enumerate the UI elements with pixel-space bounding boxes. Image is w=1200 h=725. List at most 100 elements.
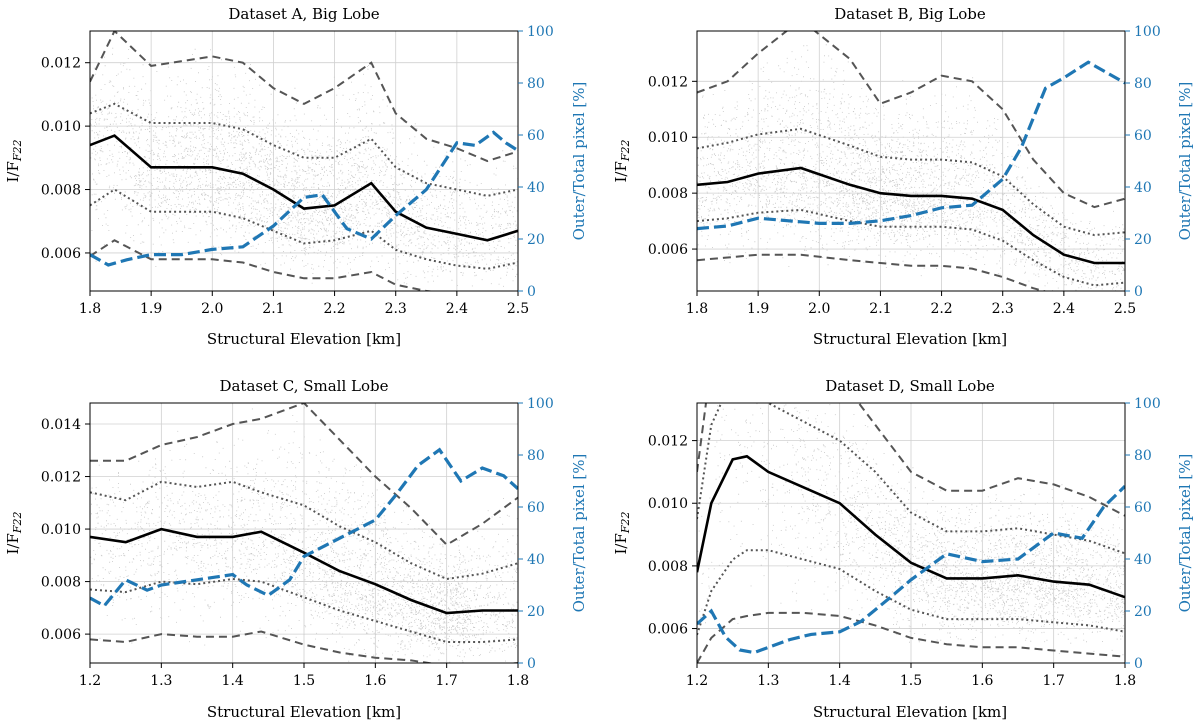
x-tick-label: 1.8 — [686, 301, 708, 317]
x-tick-label: 1.9 — [140, 301, 162, 317]
panel-a-xlabel: Structural Elevation [km] — [207, 330, 401, 348]
x-tick-label: 1.8 — [1114, 673, 1136, 689]
panel-c-xlabel: Structural Elevation [km] — [207, 703, 401, 721]
y2-tick-label: 20 — [527, 232, 545, 248]
panel-a-line-median — [90, 134, 518, 242]
x-tick-label: 2.5 — [507, 301, 529, 317]
y2-tick-label: 100 — [527, 24, 554, 40]
panel-a-ylabel-sub: F22 — [11, 139, 24, 162]
y2-tick-label: 20 — [527, 604, 545, 620]
x-tick-label: 2.2 — [930, 301, 952, 317]
y2-tick-label: 40 — [1134, 180, 1152, 196]
panel-c-scatter-points — [90, 407, 518, 663]
panel-c-title: Dataset C, Small Lobe — [219, 377, 388, 395]
y2-tick-label: 100 — [1134, 24, 1161, 40]
panel-b-line-lower-dotted — [697, 208, 1125, 287]
y-tick-label: 0.008 — [648, 559, 688, 575]
y-tick-label: 0.006 — [41, 627, 81, 643]
y2-tick-label: 40 — [527, 552, 545, 568]
panel-c-series — [90, 403, 518, 663]
panel-c: Dataset C, Small Lobe 1.2 1.3 1.4 1.5 1.6 1.7… — [4, 377, 588, 721]
x-tick-label: 2.4 — [446, 301, 468, 317]
x-tick-label: 1.2 — [79, 673, 101, 689]
panel-b-ylabel-sub: F22 — [619, 139, 632, 162]
panel-c-ylabel-sub: F22 — [11, 511, 24, 534]
y2-tick-label: 20 — [1134, 232, 1152, 248]
panel-a-scatter-points — [90, 47, 518, 287]
panel-d-y2label: Outer/Total pixel [%] — [1176, 454, 1194, 613]
panel-d-scatter-cloud — [697, 403, 1125, 656]
panel-a-y2label: Outer/Total pixel [%] — [570, 82, 588, 241]
panel-d-xlabel: Structural Elevation [km] — [813, 703, 1007, 721]
x-tick-label: 2.4 — [1053, 301, 1075, 317]
y-tick-label: 0.008 — [648, 186, 688, 202]
panel-b-frame — [696, 30, 1126, 292]
y2-tick-label: 80 — [527, 448, 545, 464]
x-tick-label: 2.1 — [262, 301, 284, 317]
panel-b-series — [697, 31, 1125, 291]
panel-a-series — [90, 31, 518, 291]
panel-b: Dataset B, Big Lobe 1.8 1.9 2.0 2.1 2.2 2.3 2.… — [612, 5, 1194, 348]
y2-tick-label: 100 — [1134, 396, 1161, 412]
panel-c-line-upper-dotted — [90, 480, 518, 581]
panel-c-scatter-cloud — [90, 407, 518, 663]
panel-a-title: Dataset A, Big Lobe — [228, 5, 379, 23]
panel-b-title: Dataset B, Big Lobe — [834, 5, 986, 23]
x-tick-label: 2.2 — [323, 301, 345, 317]
x-tick-label: 1.2 — [686, 673, 708, 689]
x-tick-label: 1.6 — [364, 673, 386, 689]
y-tick-label: 0.008 — [41, 575, 81, 591]
panel-a: Dataset A, Big Lobe 1.8 1.9 2.0 2.1 2.2 2.3 2.… — [4, 5, 588, 348]
panel-a-frame — [89, 30, 519, 292]
panel-d-line-upper-dashed — [697, 403, 1125, 517]
panel-c-ylabel-main: I/F — [4, 533, 22, 554]
panel-b-xlabel: Structural Elevation [km] — [813, 330, 1007, 348]
panel-a-plot: 1.8 1.9 2.0 2.1 2.2 2.3 2.4 2.5 0.006 0.008 0.010 0… — [41, 24, 554, 317]
panel-a-line-lower-dotted — [90, 188, 518, 270]
x-tick-label: 1.4 — [222, 673, 244, 689]
y2-tick-label: 20 — [1134, 604, 1152, 620]
panel-a-ylabel: I/FF22 — [4, 139, 24, 182]
y2-tick-label: 40 — [1134, 552, 1152, 568]
panel-b-y2label: Outer/Total pixel [%] — [1176, 82, 1194, 241]
panel-a-grid — [89, 31, 519, 291]
y-tick-label: 0.012 — [41, 470, 81, 486]
y-tick-label: 0.010 — [41, 522, 81, 538]
y-tick-label: 0.012 — [648, 74, 688, 90]
y2-tick-label: 80 — [1134, 76, 1152, 92]
panel-d-fraction-line — [697, 485, 1125, 655]
x-tick-label: 1.8 — [507, 673, 529, 689]
panel-d-line-upper-dotted — [697, 403, 1125, 555]
panel-d-line-median — [697, 454, 1125, 599]
y2-tick-label: 0 — [527, 656, 536, 672]
panel-b-ylabel-main: I/F — [612, 161, 630, 182]
panel-d-ylabel-main: I/F — [612, 533, 630, 554]
x-tick-label: 1.3 — [150, 673, 172, 689]
x-tick-label: 1.4 — [829, 673, 851, 689]
x-tick-label: 1.6 — [971, 673, 993, 689]
panel-d-scatter-points — [697, 403, 1125, 656]
x-tick-label: 2.0 — [201, 301, 223, 317]
panel-c-fraction-line — [90, 447, 518, 608]
y-tick-label: 0.006 — [41, 246, 81, 262]
panel-d: Dataset D, Small Lobe 1.2 1.3 1.4 1.5 1.6 1.7… — [612, 377, 1194, 721]
panel-b-line-lower-dashed — [697, 253, 1048, 291]
y2-tick-label: 60 — [527, 500, 545, 516]
y2-tick-label: 60 — [527, 128, 545, 144]
panel-d-ylabel-sub: F22 — [619, 511, 632, 534]
y-tick-label: 0.012 — [648, 434, 688, 450]
y-tick-label: 0.010 — [41, 119, 81, 135]
panel-a-scatter-cloud — [90, 47, 518, 287]
panel-c-y2label: Outer/Total pixel [%] — [570, 454, 588, 613]
panel-c-ylabel: I/FF22 — [4, 511, 24, 554]
panel-c-line-lower-dashed — [90, 630, 518, 663]
panel-b-plot: 1.8 1.9 2.0 2.1 2.2 2.3 2.4 2.5 0.006 0.008 0.010 0… — [648, 24, 1161, 317]
y2-tick-label: 0 — [527, 284, 536, 300]
x-tick-label: 1.5 — [900, 673, 922, 689]
y-tick-label: 0.014 — [41, 417, 81, 433]
panel-d-title: Dataset D, Small Lobe — [825, 377, 995, 395]
panel-d-line-lower-dotted — [697, 549, 1125, 636]
x-tick-label: 1.5 — [293, 673, 315, 689]
panel-c-line-median — [90, 527, 518, 615]
